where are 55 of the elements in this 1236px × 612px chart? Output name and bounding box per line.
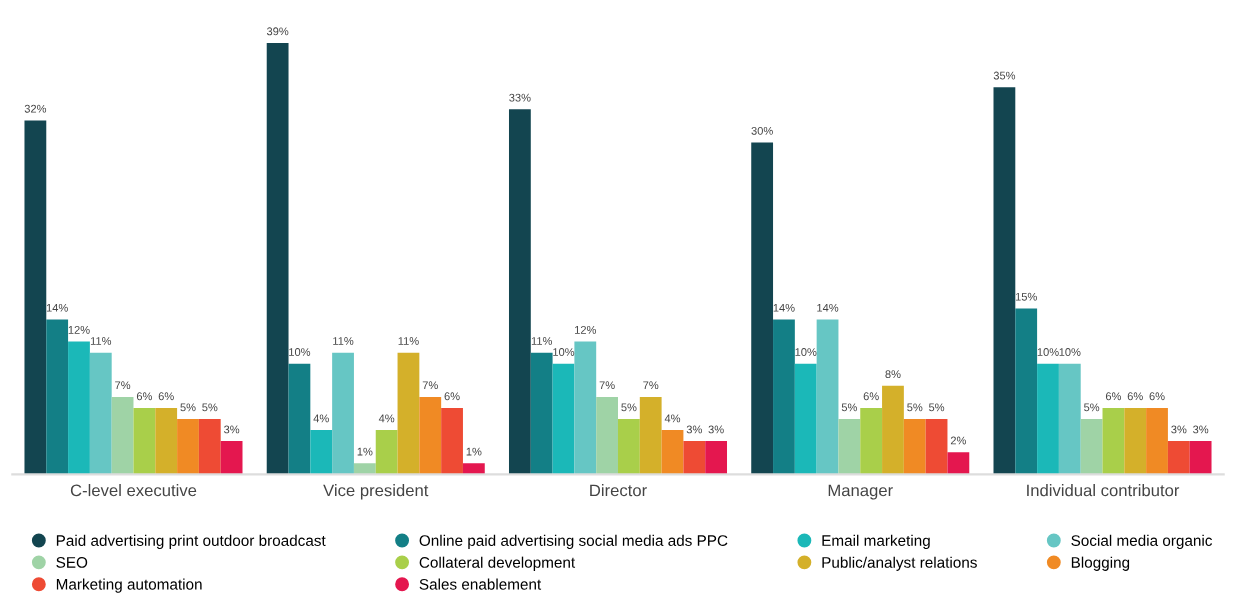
bar <box>419 396 442 475</box>
bar <box>530 352 553 475</box>
bar <box>903 419 926 475</box>
bar <box>68 341 90 475</box>
bar <box>220 441 243 475</box>
bar <box>816 319 839 475</box>
x-tick-label: Manager <box>828 484 893 500</box>
bar <box>1124 407 1147 475</box>
bar <box>993 87 1016 475</box>
bar <box>639 396 662 475</box>
bar <box>1015 308 1038 475</box>
bar <box>947 452 970 475</box>
bar <box>441 407 463 475</box>
bar <box>1037 363 1059 475</box>
bar <box>596 396 618 475</box>
bar <box>882 385 904 475</box>
bar <box>574 341 597 475</box>
bar <box>1080 419 1103 475</box>
bar <box>462 463 485 475</box>
bar <box>683 441 706 475</box>
bar <box>288 363 311 475</box>
bar <box>24 120 47 475</box>
bar <box>111 396 134 475</box>
bar <box>705 441 728 475</box>
bar <box>155 407 178 475</box>
bar <box>397 352 420 475</box>
bar <box>177 419 199 475</box>
bar <box>1146 407 1168 475</box>
bar <box>198 419 221 475</box>
bar <box>552 363 575 475</box>
bar <box>618 419 640 475</box>
bar <box>375 430 398 475</box>
bar <box>266 42 289 475</box>
bar <box>773 319 795 475</box>
bar <box>46 319 69 475</box>
bar <box>1167 441 1190 475</box>
bar <box>794 363 817 475</box>
bar <box>1058 363 1081 475</box>
x-tick-label: C-level executive <box>70 484 197 497</box>
bar <box>1189 441 1212 475</box>
bar <box>310 430 333 475</box>
bar <box>860 407 883 475</box>
bar <box>508 109 531 475</box>
bar <box>838 419 861 475</box>
bar <box>353 463 376 475</box>
bar <box>661 430 684 475</box>
bar <box>89 352 112 475</box>
bar <box>332 352 354 475</box>
x-tick-label: Vice president <box>323 484 429 500</box>
bar <box>133 407 156 475</box>
x-tick-label: Individual contributor <box>1027 484 1180 497</box>
bar <box>751 142 774 475</box>
bar <box>925 419 948 475</box>
bar <box>1102 407 1125 475</box>
x-tick-label: Director <box>590 484 647 497</box>
